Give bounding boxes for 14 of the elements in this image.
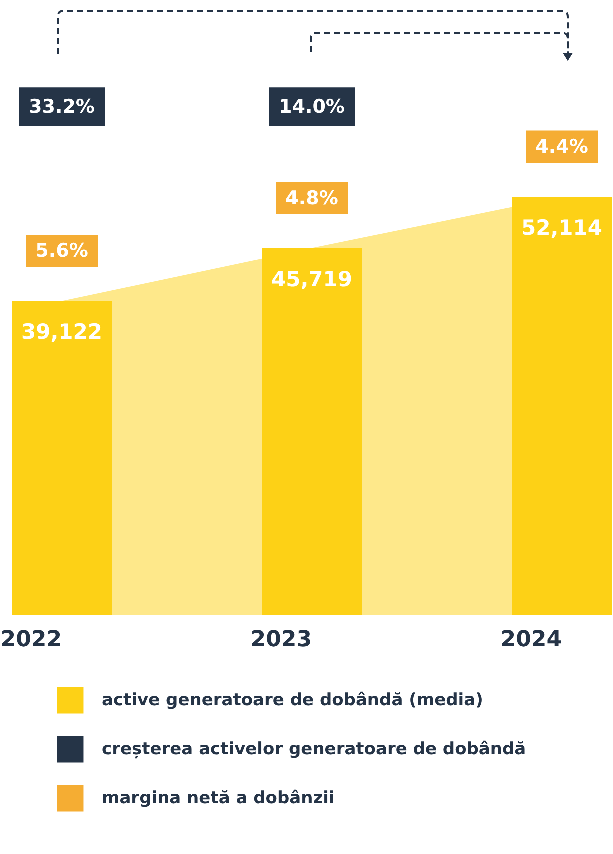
legend-label: active generatoare de dobândă (media) xyxy=(102,690,484,710)
x-tick-label: 2023 xyxy=(250,628,312,652)
text: 14.0% xyxy=(279,96,345,118)
x-tick-label: 2024 xyxy=(500,628,562,652)
text: 33.2% xyxy=(29,96,95,118)
legend-label: creșterea activelor generatoare de dobândă xyxy=(102,740,526,760)
data-label: 39,122 xyxy=(21,320,103,344)
legend-label: margina netă a dobânzii xyxy=(102,788,335,808)
annotation: 5.6% xyxy=(36,240,88,262)
annotation: 4.8% xyxy=(286,187,338,210)
x-tick-label: 2022 xyxy=(0,628,62,652)
data-label: 45,719 xyxy=(271,267,353,292)
data-label: 52,114 xyxy=(521,216,603,240)
text: 4.4% xyxy=(536,136,588,158)
